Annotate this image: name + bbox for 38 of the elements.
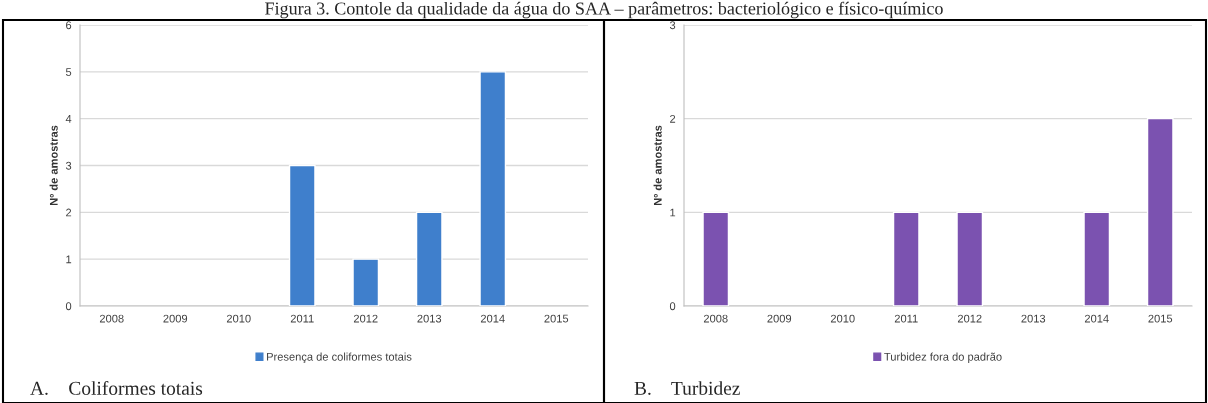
x-tick-label: 2009 (767, 314, 792, 323)
text: B. Turbidez (634, 381, 740, 395)
x-tick-label: 2011 (290, 314, 314, 323)
chart-title: Figura 3. Contole da qualidade da água do SAA – parâmetros: bacteriológico e físico-químico (265, 1, 943, 19)
x-tick-label: 2013 (1021, 314, 1046, 323)
y-tick-label: 0 (65, 302, 72, 311)
y-axis-title: Nº de amostras (653, 125, 662, 206)
x-tick-label: 2008 (99, 314, 124, 323)
y-tick-label: 6 (66, 21, 72, 30)
legend-label: Turbidez fora do padrão (884, 352, 1002, 363)
y-tick-label: 5 (65, 68, 72, 76)
y-tick-label: 3 (65, 161, 72, 170)
y-tick-label: 0 (669, 302, 676, 311)
y-axis-title: Nº de amostras (49, 125, 58, 206)
bar (415, 211, 443, 306)
y-tick-label: 2 (670, 114, 676, 123)
x-tick-label: 2008 (703, 314, 728, 323)
text: A. Coliformes totais (30, 380, 203, 395)
x-tick-label: 2013 (417, 314, 442, 323)
x-tick-label: 2014 (1084, 314, 1109, 323)
x-tick-label: 2014 (480, 314, 505, 323)
bar (288, 164, 316, 306)
y-tick-label: 3 (669, 21, 676, 30)
x-tick-label: 2012 (353, 314, 378, 323)
x-tick-label: 2010 (226, 314, 251, 323)
x-tick-label: 2010 (830, 314, 855, 323)
x-tick-label: 2015 (544, 314, 569, 323)
x-tick-label: 2009 (163, 314, 188, 323)
x-tick-label: 2015 (1148, 314, 1173, 323)
y-tick-label: 1 (66, 255, 72, 264)
y-tick-label: 1 (670, 208, 676, 217)
y-tick-label: 2 (66, 208, 72, 217)
y-tick-label: 4 (65, 115, 72, 123)
bar (352, 258, 380, 306)
x-tick-label: 2012 (957, 314, 982, 323)
x-tick-label: 2011 (894, 314, 918, 323)
legend-label: Presença de coliformes totais (267, 352, 412, 363)
bar (479, 71, 507, 306)
